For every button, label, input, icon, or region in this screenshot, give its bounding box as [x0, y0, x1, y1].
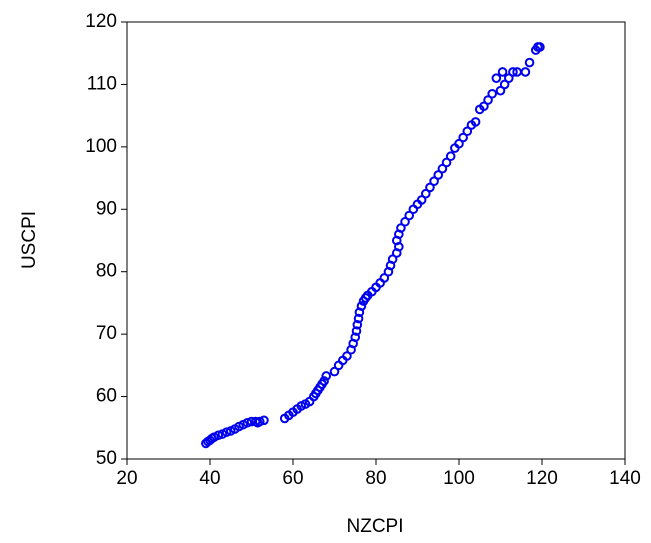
x-tick-label: 100 — [443, 468, 475, 489]
point — [396, 223, 406, 233]
point — [504, 73, 514, 83]
point — [491, 73, 502, 83]
x-axis-label: NZCPI — [347, 516, 404, 537]
x-tick-label: 20 — [116, 468, 137, 489]
point — [416, 195, 427, 205]
x-tick-label: 60 — [282, 468, 303, 489]
point — [221, 427, 232, 437]
point — [321, 371, 332, 381]
x-tick-label: 140 — [609, 468, 641, 489]
point — [508, 67, 518, 77]
point — [329, 366, 340, 377]
y-tick-label: 80 — [96, 261, 117, 282]
point — [433, 170, 444, 180]
y-axis-label: USCPI — [19, 211, 40, 269]
point — [259, 415, 269, 426]
plot-frame — [126, 21, 626, 460]
point — [499, 79, 510, 90]
point — [437, 163, 448, 174]
point — [429, 176, 439, 186]
point — [404, 210, 415, 221]
point — [400, 216, 410, 227]
x-tick-label: 120 — [526, 468, 558, 489]
point — [535, 42, 545, 52]
point — [462, 126, 473, 137]
point — [445, 151, 456, 162]
point — [379, 273, 390, 283]
point — [479, 101, 489, 112]
point — [342, 351, 352, 361]
point — [350, 332, 361, 343]
point — [421, 188, 431, 199]
y-tick-label: 50 — [96, 448, 117, 469]
point — [454, 138, 464, 149]
point — [495, 85, 506, 96]
point — [356, 301, 367, 311]
point — [441, 157, 452, 168]
point — [497, 67, 508, 77]
point — [387, 254, 398, 265]
point — [352, 319, 363, 330]
y-tick-label: 120 — [85, 11, 117, 32]
point — [520, 67, 531, 77]
y-tick-label: 100 — [85, 136, 117, 157]
point — [470, 117, 481, 127]
point — [483, 95, 493, 105]
point — [353, 313, 364, 324]
point — [213, 430, 224, 441]
point — [487, 88, 498, 99]
point — [524, 57, 535, 68]
y-tick-label: 90 — [96, 198, 117, 219]
point — [254, 416, 265, 427]
point — [458, 132, 468, 143]
x-tick-label: 80 — [365, 468, 386, 489]
y-tick-label: 60 — [96, 386, 117, 407]
point — [319, 376, 329, 386]
y-tick-label: 110 — [87, 73, 117, 94]
x-tick-label: 40 — [199, 468, 220, 489]
point — [351, 326, 362, 336]
point — [425, 182, 435, 193]
y-tick-label: 70 — [96, 323, 117, 344]
